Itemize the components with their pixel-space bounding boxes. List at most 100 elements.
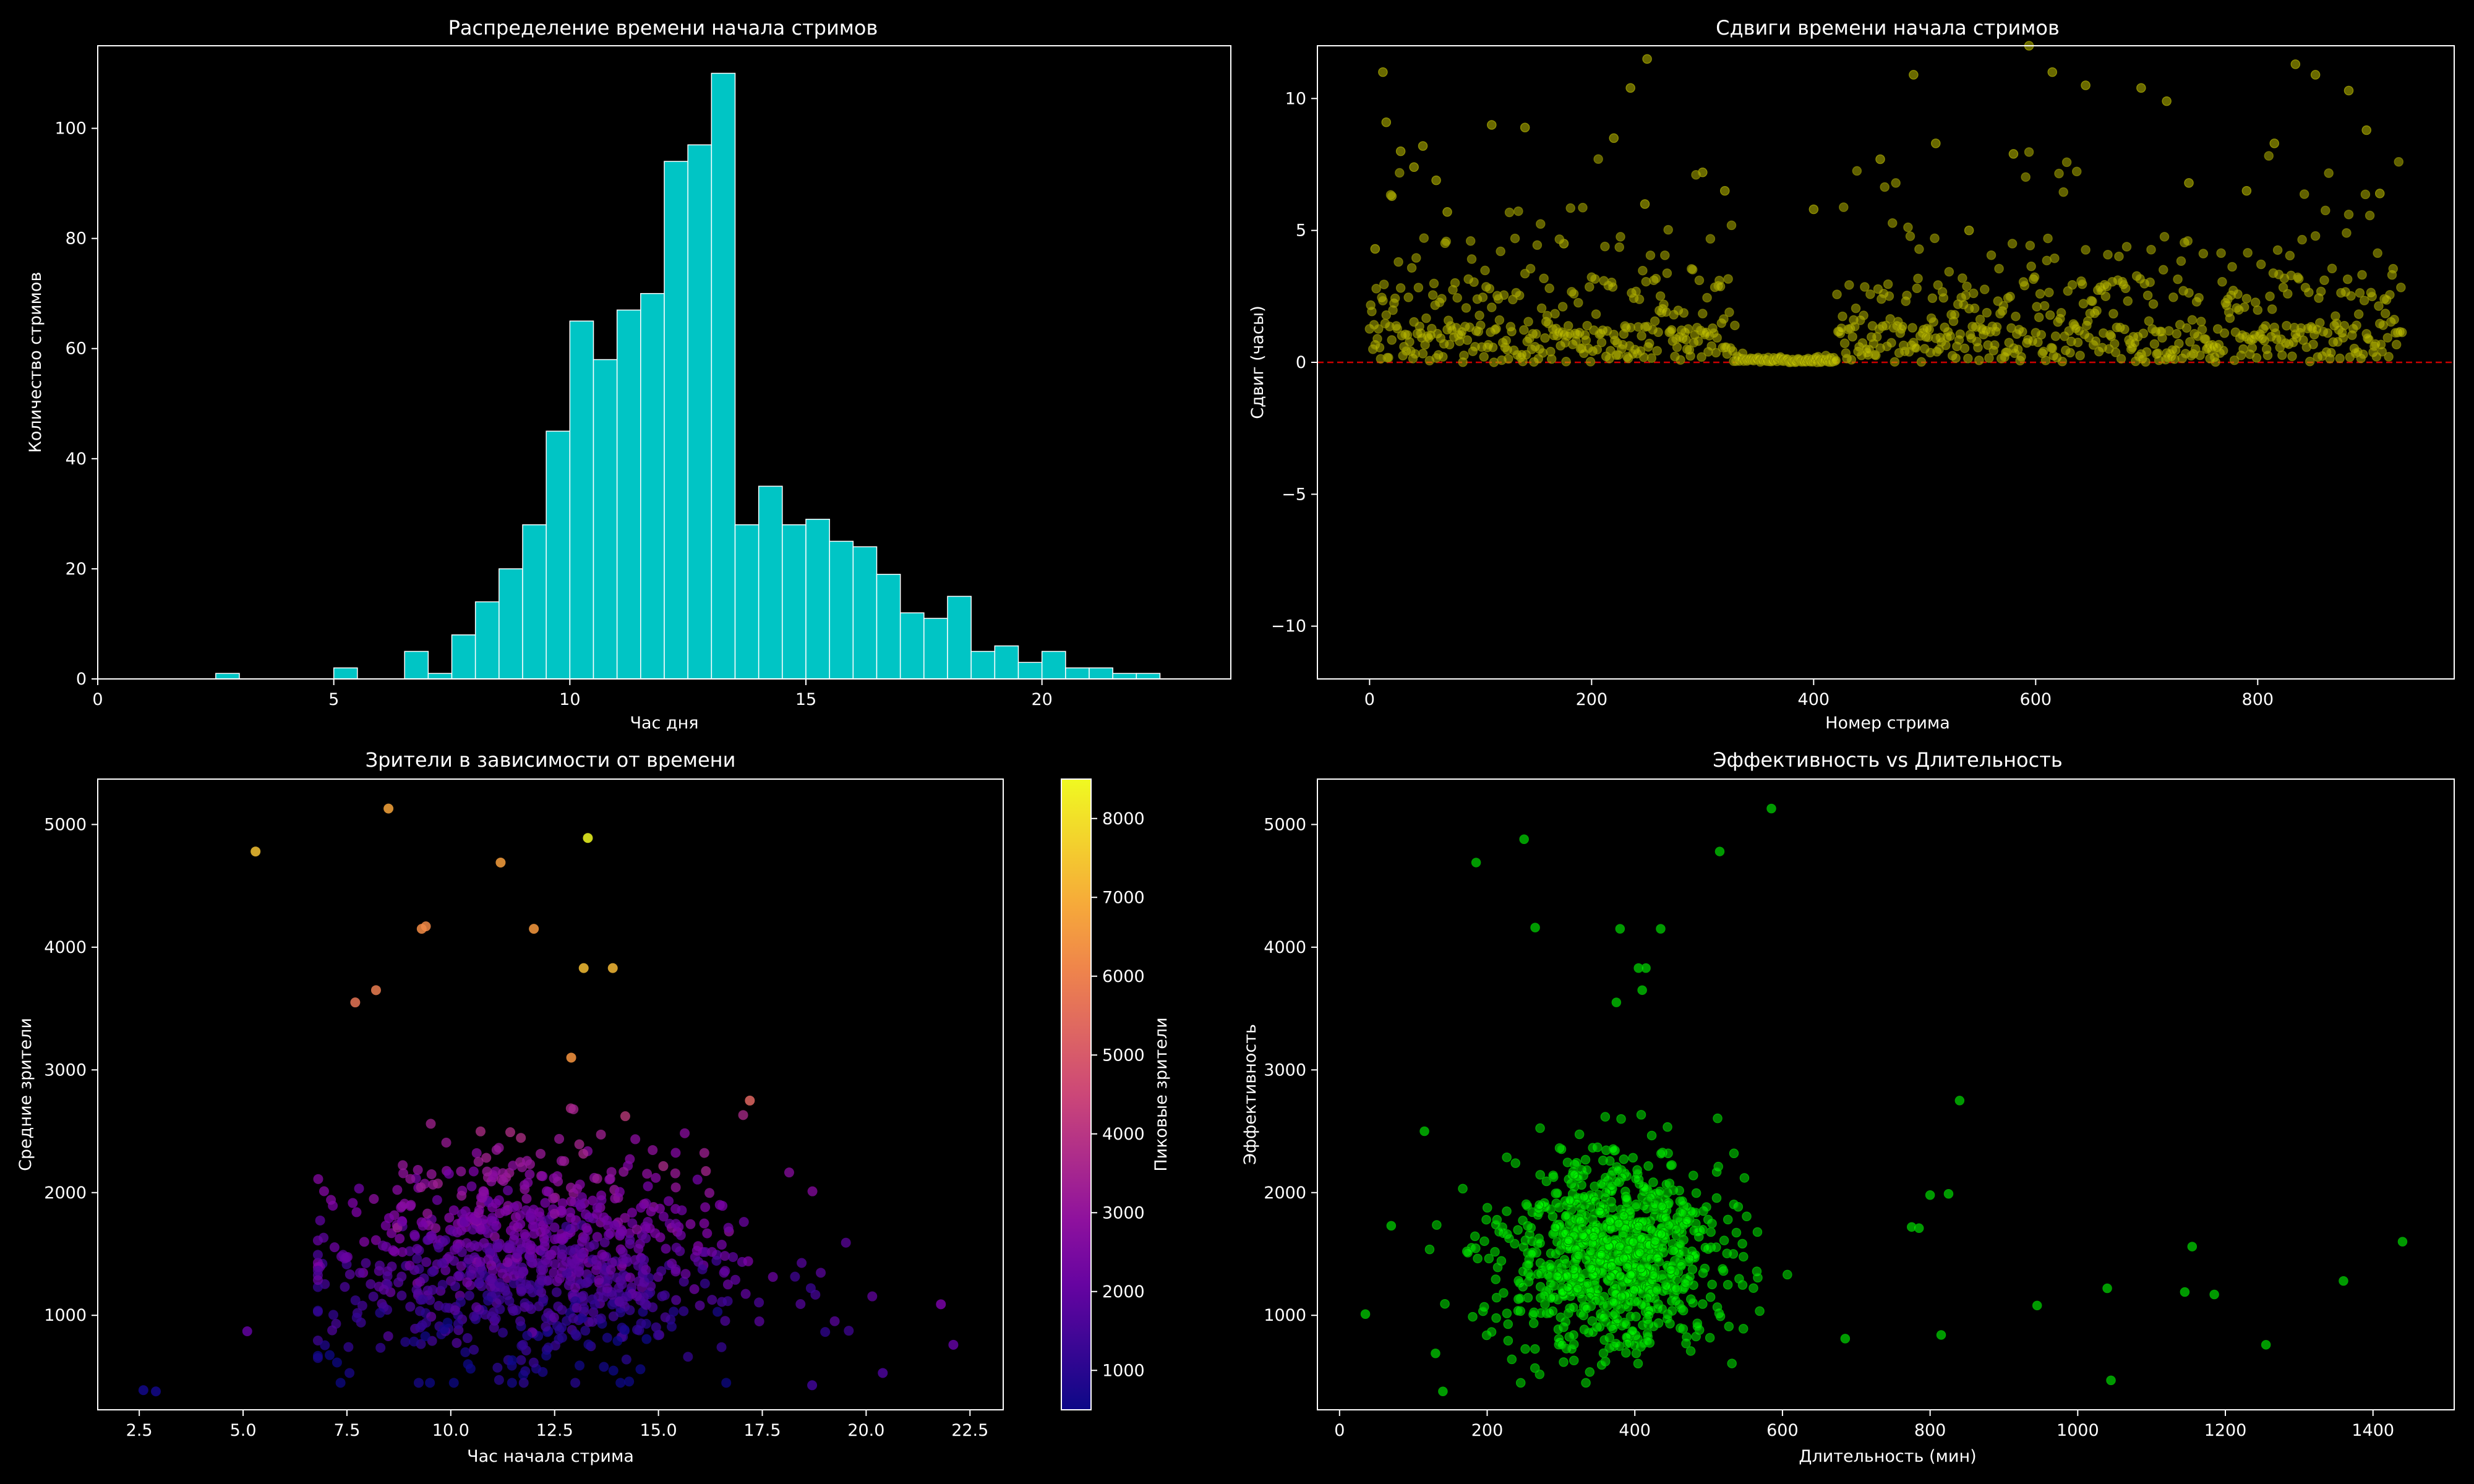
shift-point	[2353, 309, 2364, 319]
efficiency-point	[1534, 1369, 1545, 1380]
viewer-point	[494, 1278, 505, 1289]
efficiency-point	[1602, 1235, 1612, 1245]
viewer-point	[738, 1217, 749, 1227]
viewer-point	[409, 1336, 419, 1347]
viewer-point	[657, 1291, 667, 1302]
viewer-point	[642, 1169, 653, 1179]
shift-point	[2116, 354, 2126, 364]
viewer-point	[618, 1255, 628, 1265]
efficiency-point	[1507, 1354, 1517, 1365]
viewer-point	[460, 1347, 471, 1357]
shift-point	[2034, 312, 2044, 322]
shift-point	[1487, 342, 1498, 352]
shift-point	[2042, 255, 2052, 266]
viewer-point	[596, 1129, 606, 1140]
shift-point	[2075, 351, 2085, 360]
y-tick-label: 80	[66, 229, 87, 249]
viewer-point	[457, 1209, 468, 1219]
shift-point	[1655, 291, 1666, 301]
efficiency-point	[1547, 1211, 1558, 1221]
shift-point	[1969, 288, 1979, 299]
shift-point	[2019, 281, 2030, 291]
efficiency-point	[1503, 1336, 1513, 1346]
efficiency-point	[1628, 1153, 1638, 1163]
efficiency-point	[1650, 1211, 1660, 1221]
x-tick-label: 400	[1798, 690, 1830, 709]
efficiency-point	[1386, 1221, 1397, 1231]
efficiency-point	[1525, 1230, 1534, 1240]
colorbar-tick-label: 6000	[1102, 967, 1145, 986]
viewer-point	[383, 1213, 394, 1224]
shift-point	[1951, 353, 1961, 363]
histogram-bar	[616, 309, 641, 680]
efficiency-point	[1533, 1269, 1543, 1279]
efficiency-point	[1556, 1144, 1567, 1154]
colorbar-tick-label: 1000	[1102, 1361, 1145, 1380]
shift-point	[2326, 348, 2336, 358]
viewer-point	[678, 1276, 689, 1287]
viewer-point	[695, 1300, 705, 1311]
efficiency-point	[1650, 1236, 1660, 1246]
efficiency-point	[1688, 1298, 1698, 1308]
viewer-point	[829, 1316, 840, 1326]
efficiency-point	[1643, 1310, 1654, 1320]
shift-point	[1513, 206, 1523, 216]
shift-point	[1637, 331, 1646, 341]
efficiency-point	[1675, 1239, 1685, 1249]
x-tick-label: 0	[92, 690, 103, 709]
viewer-point	[719, 1251, 730, 1261]
shift-point	[1994, 263, 2004, 274]
shift-point	[2396, 283, 2406, 292]
shift-point	[1979, 284, 1990, 294]
shift-point	[1563, 321, 1573, 331]
viewer-point	[738, 1110, 748, 1120]
shift-point	[2174, 338, 2184, 349]
shift-point	[1905, 231, 1915, 241]
y-axis-label: Сдвиг (часы)	[1248, 305, 1267, 419]
viewer-point	[768, 1272, 778, 1282]
efficiency-point	[1611, 997, 1622, 1007]
efficiency-point	[1463, 1248, 1473, 1258]
efficiency-point	[1583, 1279, 1593, 1289]
shift-point	[1531, 329, 1541, 339]
shift-point	[1719, 314, 1729, 324]
shift-point	[1536, 219, 1546, 229]
viewer-point	[440, 1235, 451, 1245]
viewer-point	[719, 1268, 729, 1278]
viewer-point	[444, 1213, 455, 1223]
efficiency-point	[1573, 1250, 1583, 1261]
histogram-bar	[640, 292, 665, 680]
viewer-point	[602, 1333, 612, 1343]
viewer-point	[489, 1323, 499, 1333]
efficiency-point	[1633, 1358, 1643, 1369]
shift-point	[2365, 210, 2375, 221]
viewer-point	[487, 1311, 497, 1322]
efficiency-point	[1598, 1300, 1609, 1310]
efficiency-point	[1657, 1201, 1667, 1211]
shift-point	[1666, 325, 1677, 335]
efficiency-point	[1632, 1297, 1642, 1307]
efficiency-point	[1502, 1206, 1512, 1216]
shift-point	[1886, 338, 1896, 348]
viewer-point	[528, 1221, 538, 1232]
efficiency-point	[1431, 1348, 1440, 1358]
shift-point	[1875, 154, 1885, 164]
shift-point	[2343, 210, 2354, 220]
shift-point	[1860, 282, 1870, 292]
shift-point	[1539, 273, 1549, 284]
colorbar-label: Пиковые зрители	[1152, 1017, 1171, 1171]
plot-frame	[1317, 778, 2455, 1410]
viewer-point	[486, 1281, 496, 1292]
viewer-point	[537, 1171, 548, 1182]
shift-point	[1480, 265, 1490, 276]
efficiency-point	[1625, 1311, 1636, 1321]
viewer-point	[551, 1287, 562, 1297]
shift-point	[2227, 262, 2237, 272]
shift-point	[1914, 244, 1924, 254]
y-tick-label: 20	[66, 560, 87, 579]
viewer-point	[680, 1128, 690, 1138]
viewer-point	[699, 1218, 709, 1229]
shift-point	[2176, 256, 2186, 267]
shift-point	[1378, 296, 1388, 305]
shift-point	[1911, 343, 1921, 353]
